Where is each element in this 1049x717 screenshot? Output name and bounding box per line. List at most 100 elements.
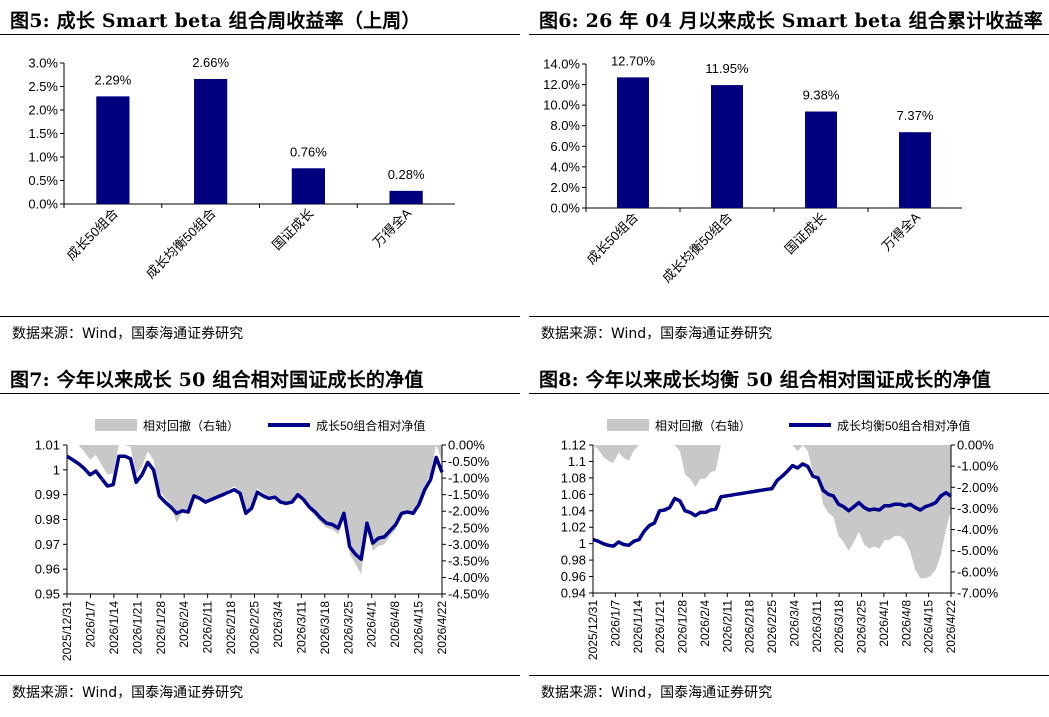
right-y-tick-label: -2.00%: [448, 504, 490, 519]
left-y-tick-label: 1: [579, 536, 586, 551]
x-category-label: 万得全A: [370, 205, 415, 250]
left-y-tick-label: 1.02: [561, 520, 586, 535]
legend-line-label: 成长均衡50组合相对净值: [837, 418, 970, 433]
x-date-label: 2026/2/25: [248, 601, 262, 655]
figure-6-top-rule: [529, 34, 1049, 35]
figure-6-title: 图6: 26 年 04 月以来成长 Smart beta 组合累计收益率: [539, 10, 1044, 32]
x-category-label: 万得全A: [879, 209, 924, 254]
y-tick-label: 2.5%: [28, 79, 58, 94]
bar-value-label: 2.66%: [192, 55, 229, 70]
x-date-label: 2026/3/11: [810, 600, 824, 653]
bar-1: [617, 77, 649, 208]
left-y-tick-label: 0.94: [561, 586, 586, 601]
left-y-tick-label: 0.98: [35, 512, 60, 527]
left-y-tick-label: 1.06: [561, 487, 586, 502]
bar-2: [711, 85, 743, 208]
x-date-label: 2026/2/18: [743, 600, 757, 654]
x-date-label: 2026/3/11: [294, 601, 308, 654]
x-date-label: 2026/4/22: [944, 600, 958, 654]
bar-1: [96, 96, 130, 204]
legend-area-swatch: [95, 419, 137, 431]
y-tick-label: 2.0%: [550, 180, 580, 195]
right-y-tick-label: -1.00%: [448, 471, 490, 486]
x-date-label: 2026/3/25: [855, 600, 869, 654]
right-y-tick-label: -3.00%: [957, 501, 999, 516]
figure-8-top-rule: [529, 393, 1049, 394]
legend-area-label: 相对回撤（右轴）: [655, 418, 751, 433]
bar-value-label: 0.76%: [290, 144, 327, 159]
right-y-tick-label: -1.50%: [448, 487, 490, 502]
right-y-tick-label: -6.00%: [957, 564, 999, 579]
right-y-tick-label: -2.50%: [448, 520, 490, 535]
bar-value-label: 7.37%: [897, 108, 934, 123]
x-category-label: 国证成长: [269, 206, 316, 253]
x-category-label: 成长均衡50组合: [659, 210, 735, 286]
right-y-tick-label: -7.00%: [957, 586, 999, 601]
y-tick-label: 14.0%: [543, 57, 580, 72]
x-date-label: 2026/1/28: [154, 601, 168, 655]
drawdown-area: [593, 445, 951, 579]
figure-8-title: 图8: 今年以来成长均衡 50 组合相对国证成长的净值: [539, 369, 991, 391]
x-category-label: 成长均衡50组合: [143, 206, 219, 282]
figure-7-source: 数据来源：Wind，国泰海通证券研究: [12, 685, 244, 701]
figure-6-bar-chart: 0.0% 2.0% 4.0% 6.0% 8.0% 10.0% 12.0% 14.0% 12.70…: [543, 53, 962, 286]
right-y-tick-label: -3.50%: [448, 553, 490, 568]
figure-6-source: 数据来源：Wind，国泰海通证券研究: [541, 326, 773, 342]
figure-7-line-chart: 相对回撤（右轴） 成长50组合相对净值 0.95 0.96 0.97 0.98 0.99 1 1…: [35, 418, 490, 661]
legend-area-label: 相对回撤（右轴）: [143, 418, 239, 433]
bar-value-label: 11.95%: [705, 61, 749, 76]
x-date-label: 2025/12/31: [586, 600, 600, 660]
drawdown-area: [67, 445, 442, 575]
right-y-tick-label: -4.00%: [957, 522, 999, 537]
left-y-tick-label: 0.97: [35, 537, 60, 552]
figure-5-bottom-rule: [0, 316, 520, 317]
figure-5-title: 图5: 成长 Smart beta 组合周收益率（上周）: [10, 10, 421, 32]
right-y-tick-label: -1.00%: [957, 459, 999, 474]
figure-5-top-rule: [0, 34, 520, 35]
x-date-label: 2026/4/8: [388, 601, 402, 648]
y-tick-label: 10.0%: [543, 98, 580, 113]
y-tick-label: 4.0%: [550, 159, 580, 174]
right-y-tick-label: -4.50%: [448, 587, 490, 602]
y-tick-label: 2.0%: [28, 103, 58, 118]
left-y-tick-label: 0.99: [35, 487, 60, 502]
y-tick-label: 0.5%: [28, 173, 58, 188]
x-date-label: 2026/3/4: [271, 601, 285, 648]
legend-area-swatch: [607, 419, 649, 431]
x-date-label: 2026/1/14: [107, 601, 121, 655]
x-date-label: 2026/2/11: [720, 600, 734, 653]
figure-5-bar-chart: 0.0% 0.5% 1.0% 1.5% 2.0% 2.5% 3.0% 2.29% 成长50组合 2…: [28, 55, 455, 282]
figure-8-line-chart: 相对回撤（右轴） 成长均衡50组合相对净值 0.94 0.960.98 11.02 1.0…: [561, 418, 999, 660]
figure-6-panel: 图6: 26 年 04 月以来成长 Smart beta 组合累计收益率 0.0…: [529, 0, 1049, 358]
left-y-tick-label: 0.96: [35, 562, 60, 577]
x-date-label: 2025/12/31: [60, 601, 74, 661]
left-y-tick-label: 0.95: [35, 587, 60, 602]
y-tick-label: 1.0%: [28, 150, 58, 165]
left-y-tick-label: 1.04: [561, 503, 586, 518]
right-y-tick-label: -0.50%: [448, 454, 490, 469]
left-y-tick-label: 1.12: [561, 438, 586, 453]
right-y-tick-label: 0.00%: [448, 438, 485, 453]
legend-line-label: 成长50组合相对净值: [316, 418, 425, 433]
y-tick-label: 8.0%: [550, 118, 580, 133]
left-y-tick-label: 1.01: [35, 438, 60, 453]
figure-6-bottom-rule: [529, 316, 1049, 317]
x-date-label: 2026/1/14: [631, 600, 645, 654]
left-y-tick-label: 1.1: [568, 454, 586, 469]
bar-3: [291, 168, 325, 204]
right-y-tick-label: -5.00%: [957, 543, 999, 558]
figure-8-panel: 图8: 今年以来成长均衡 50 组合相对国证成长的净值 相对回撤（右轴） 成长均衡…: [529, 359, 1049, 717]
figure-8-source: 数据来源：Wind，国泰海通证券研究: [541, 685, 773, 701]
bar-value-label: 12.70%: [611, 53, 656, 68]
figure-7-top-rule: [0, 393, 520, 394]
y-tick-label: 3.0%: [28, 56, 58, 71]
bar-4: [389, 190, 423, 204]
x-date-label: 2026/1/28: [676, 600, 690, 654]
x-date-label: 2026/1/21: [653, 600, 667, 654]
x-date-label: 2026/2/25: [765, 600, 779, 654]
x-date-label: 2026/4/8: [899, 600, 913, 647]
x-date-label: 2026/1/21: [130, 601, 144, 655]
x-date-label: 2026/2/4: [698, 600, 712, 647]
x-date-label: 2026/1/7: [608, 600, 622, 647]
figure-7-title: 图7: 今年以来成长 50 组合相对国证成长的净值: [10, 369, 424, 391]
